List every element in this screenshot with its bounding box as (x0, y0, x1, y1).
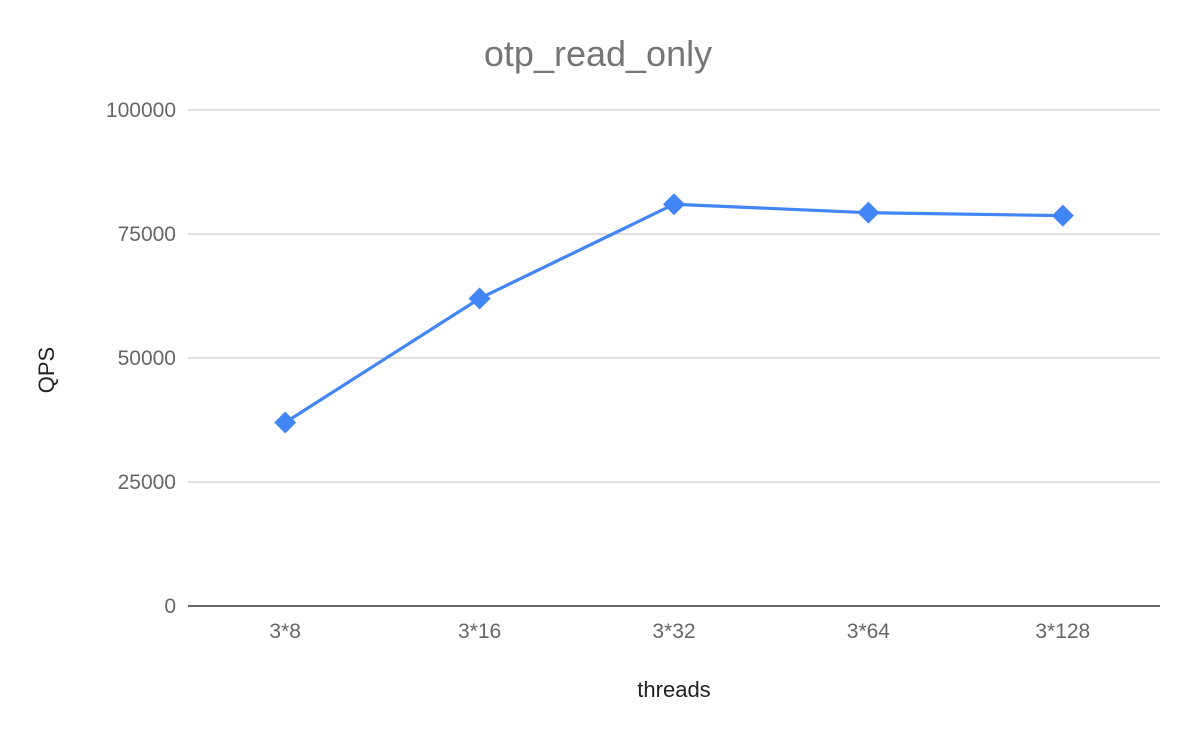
series (274, 193, 1074, 434)
data-point-marker (857, 201, 880, 224)
grid (188, 109, 1160, 607)
data-point-marker (274, 411, 297, 434)
y-tick-label: 75000 (118, 223, 176, 246)
y-axis-title: QPS (34, 347, 59, 393)
y-tick-label: 25000 (118, 471, 176, 494)
x-tick-label: 3*8 (269, 620, 301, 643)
data-point-marker (663, 193, 685, 216)
y-tick-label: 100000 (106, 99, 176, 122)
x-tick-label: 3*32 (652, 620, 695, 643)
data-point-marker (1051, 204, 1074, 227)
y-tick-label: 0 (164, 595, 176, 618)
x-axis-ticks: 3*8 3*16 3*32 3*64 3*128 (269, 620, 1090, 643)
data-point-marker (468, 287, 491, 310)
y-tick-label: 50000 (118, 347, 176, 370)
chart-title: otp_read_only (484, 33, 712, 74)
x-axis-title: threads (637, 677, 710, 702)
x-tick-label: 3*16 (458, 620, 501, 643)
series-line (283, 202, 1065, 425)
x-tick-label: 3*128 (1035, 620, 1090, 643)
x-tick-label: 3*64 (847, 620, 891, 643)
y-axis-ticks: 0 25000 50000 75000 100000 (106, 99, 176, 618)
